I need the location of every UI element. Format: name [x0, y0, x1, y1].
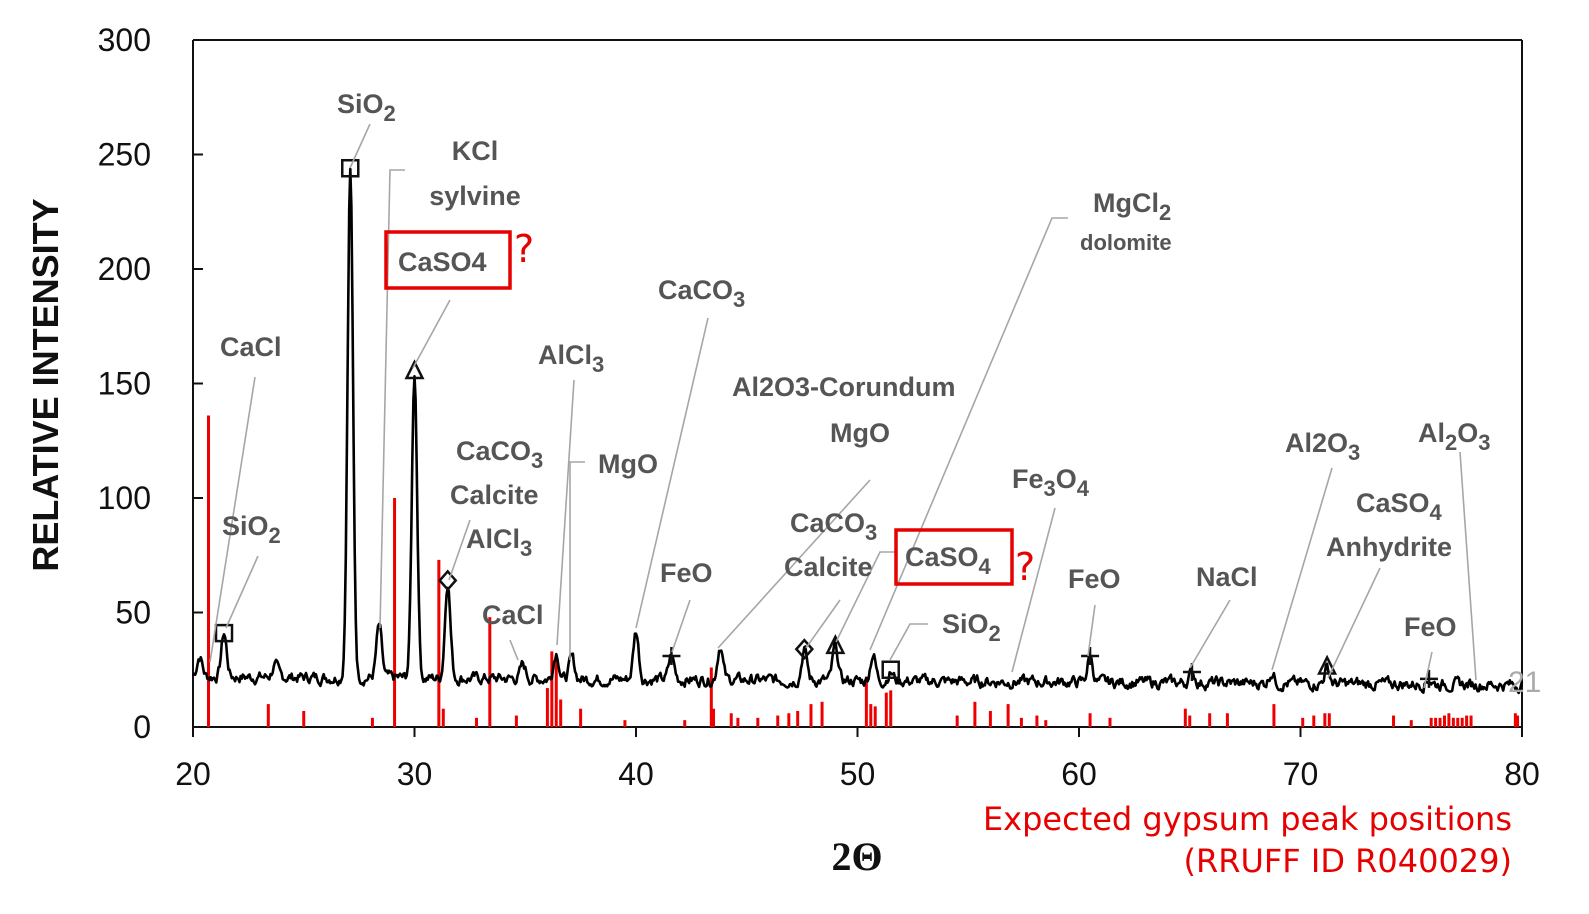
- label-mgcl2: MgCl2: [1093, 188, 1171, 225]
- label-cacl-bottom: CaCl: [482, 600, 544, 630]
- x-axis-label: 2Θ: [831, 834, 882, 879]
- label-cacl-top: CaCl: [220, 332, 282, 362]
- y-ticks: 0 50 100 150 200 250 300: [98, 22, 203, 745]
- diamond-marker: [794, 638, 815, 661]
- label-mgo-mid: MgO: [830, 418, 890, 448]
- x-tick-label: 30: [397, 756, 433, 792]
- label-caso4-anhydrite: CaSO4: [1356, 488, 1443, 525]
- peak-markers: [214, 158, 1438, 688]
- label-sio2-left: SiO2: [222, 511, 281, 548]
- x-tick-label: 50: [840, 756, 876, 792]
- y-tick-label: 100: [98, 480, 151, 516]
- xrd-pattern-line: [191, 167, 1524, 695]
- label-al2o3-2: Al2O3: [1418, 418, 1491, 455]
- label-mgo-left: MgO: [598, 449, 658, 479]
- label-anhydrite: Anhydrite: [1326, 532, 1452, 562]
- label-feo-1: FeO: [660, 558, 713, 588]
- triangle-marker: [1317, 654, 1338, 675]
- leader-lines: [209, 123, 1477, 689]
- diamond-marker: [438, 569, 458, 592]
- square-marker: [341, 158, 360, 178]
- y-tick-label: 200: [98, 251, 151, 287]
- label-caco3-calcite-1: CaCO3: [456, 436, 543, 473]
- caso4-highlight-box-2: [894, 528, 1014, 586]
- label-dolomite: dolomite: [1080, 230, 1172, 255]
- label-kcl: KCl: [452, 136, 499, 166]
- label-fe3o4: Fe3O4: [1012, 464, 1090, 501]
- label-sylvine: sylvine: [429, 181, 521, 211]
- question-mark-1: ?: [514, 227, 534, 271]
- square-marker: [214, 623, 234, 643]
- x-tick-label: 80: [1504, 756, 1540, 792]
- plus-marker: [1081, 647, 1100, 666]
- reference-sticks: [207, 415, 1520, 727]
- peak-annotations: SiO2 KCl sylvine CaSO4 ? CaCl SiO2 AlCl3…: [220, 89, 1541, 699]
- x-ticks: 20 30 40 50 60 70 80: [175, 727, 1540, 792]
- label-nacl: NaCl: [1196, 562, 1258, 592]
- x-tick-label: 60: [1061, 756, 1097, 792]
- label-feo-2: FeO: [1068, 564, 1121, 594]
- label-caso4-boxed-1: CaSO4: [398, 247, 487, 277]
- plus-marker: [662, 647, 681, 666]
- label-alcl3-mid: AlCl3: [466, 524, 532, 561]
- y-tick-label: 150: [98, 366, 151, 402]
- gypsum-note-line1: Expected gypsum peak positions: [983, 800, 1512, 838]
- y-tick-label: 250: [98, 137, 151, 173]
- x-tick-label: 70: [1283, 756, 1319, 792]
- label-caco3-top: CaCO3: [658, 275, 745, 312]
- y-tick-label: 0: [133, 709, 151, 745]
- triangle-marker: [404, 359, 425, 380]
- label-al2o3-1: Al2O3: [1285, 428, 1360, 465]
- label-feo-3: FeO: [1404, 612, 1457, 642]
- x-tick-label: 40: [618, 756, 654, 792]
- label-calcite-1: Calcite: [450, 480, 539, 510]
- question-mark-2: ?: [1015, 545, 1035, 589]
- edge-number: 21: [1508, 666, 1541, 699]
- y-tick-label: 50: [115, 595, 151, 631]
- caso4-highlight-box-1: [384, 230, 512, 290]
- y-axis-label: RELATIVE INTENSITY: [25, 198, 66, 571]
- x-tick-label: 20: [175, 756, 211, 792]
- label-alcl3-top: AlCl3: [538, 340, 604, 377]
- square-marker: [881, 660, 900, 679]
- gypsum-note-line2: (RRUFF ID R040029): [1184, 842, 1512, 880]
- label-sio2-top: SiO2: [337, 89, 396, 126]
- triangle-marker: [825, 634, 846, 655]
- label-sio2-right: SiO2: [942, 609, 1001, 646]
- label-corundum: Al2O3-Corundum: [732, 372, 956, 402]
- label-caso4-boxed-2: CaSO4: [905, 542, 992, 579]
- label-caco3-calcite-2: CaCO3: [790, 508, 877, 545]
- y-tick-label: 300: [98, 22, 151, 58]
- label-calcite-2: Calcite: [784, 552, 873, 582]
- plus-marker: [1419, 669, 1438, 688]
